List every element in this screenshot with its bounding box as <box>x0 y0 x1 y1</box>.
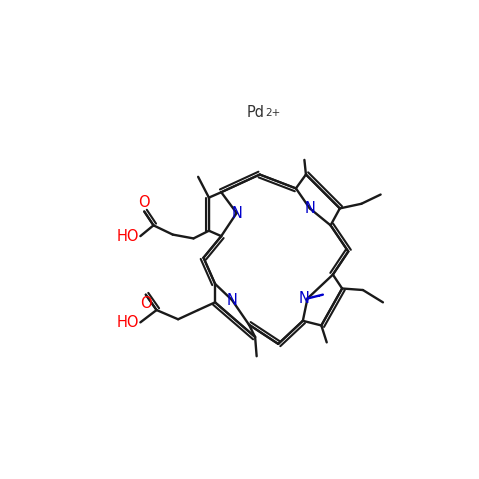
Text: –: – <box>314 290 320 303</box>
Text: Pd: Pd <box>247 105 265 120</box>
Text: O: O <box>140 296 151 311</box>
Text: HO: HO <box>116 315 139 330</box>
Text: N: N <box>299 291 310 306</box>
Text: O: O <box>138 195 150 210</box>
Text: N: N <box>231 205 242 220</box>
Text: 2+: 2+ <box>265 107 280 117</box>
Text: N: N <box>227 293 238 308</box>
Text: N: N <box>304 201 315 216</box>
Text: HO: HO <box>116 228 139 244</box>
